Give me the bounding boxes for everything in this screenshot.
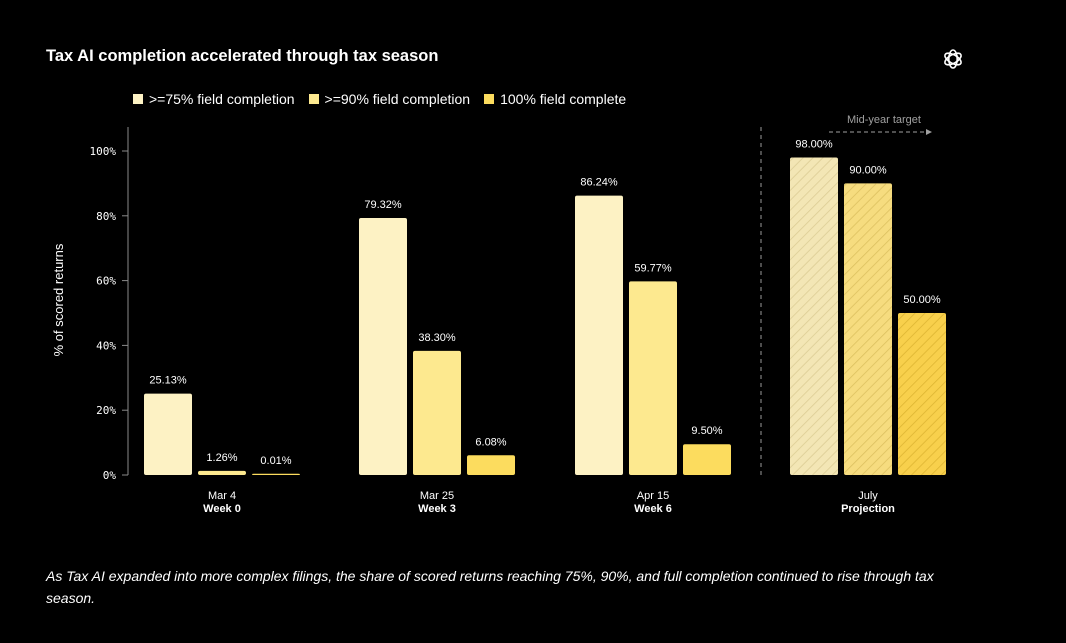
y-axis-label: % of scored returns — [51, 243, 66, 356]
y-tick-label: 100% — [90, 145, 117, 158]
bar-2-1 — [629, 281, 677, 475]
legend-item-75: >=75% field completion — [133, 91, 295, 107]
legend-label-90: >=90% field completion — [324, 91, 471, 107]
openai-logo-icon — [944, 49, 962, 69]
bar-value-label: 90.00% — [849, 164, 887, 176]
legend-item-90: >=90% field completion — [308, 91, 471, 107]
bar-0-0 — [144, 393, 192, 475]
y-tick-label: 20% — [96, 404, 116, 417]
bar-0-2 — [252, 473, 300, 475]
bar-2-2 — [683, 444, 731, 475]
y-tick-label: 60% — [96, 275, 116, 288]
bar-value-label: 98.00% — [795, 138, 833, 150]
legend-swatch-75 — [133, 94, 143, 104]
bar-hatch-3-0 — [790, 157, 838, 476]
bar-value-label: 25.13% — [149, 375, 187, 387]
x-tick-label-week: Projection — [841, 503, 895, 515]
bar-hatch-3-2 — [898, 313, 946, 475]
x-tick-label-week: Week 3 — [418, 503, 456, 515]
bar-value-label: 9.50% — [691, 425, 722, 437]
bar-1-1 — [413, 350, 461, 475]
bar-1-2 — [467, 455, 515, 475]
x-tick-label-date: Mar 25 — [420, 490, 454, 502]
bar-chart: 0% 20% 40% 60% 80% 100% % of scored returns Mid… — [51, 114, 946, 515]
bar-1-0 — [359, 218, 407, 475]
bar-hatch-3-1 — [844, 183, 892, 475]
legend-label-75: >=75% field completion — [149, 91, 295, 107]
legend: >=75% field completion >=90% field compl… — [133, 91, 640, 107]
legend-swatch-90 — [308, 94, 319, 104]
bar-value-label: 50.00% — [903, 294, 941, 306]
bar-value-label: 59.77% — [634, 262, 672, 274]
legend-label-100: 100% field complete — [500, 91, 627, 107]
x-tick-label-date: Apr 15 — [637, 490, 669, 502]
chart-caption: As Tax AI expanded into more complex fil… — [46, 568, 934, 606]
y-tick-label: 80% — [96, 210, 116, 223]
x-tick-label-week: Week 0 — [203, 503, 241, 515]
bar-0-1 — [198, 470, 246, 475]
bar-value-label: 86.24% — [580, 177, 618, 189]
y-tick-label: 0% — [103, 469, 117, 482]
bar-value-label: 38.30% — [418, 332, 456, 344]
bar-value-label: 79.32% — [364, 199, 402, 211]
chart-title: Tax AI completion accelerated through ta… — [46, 47, 439, 65]
bar-value-label: 6.08% — [475, 436, 506, 448]
bar-value-label: 0.01% — [260, 455, 291, 467]
x-tick-label-date: July — [858, 490, 878, 502]
y-tick-label: 40% — [96, 339, 116, 352]
legend-item-100: 100% field complete — [484, 91, 626, 107]
arrow-right-icon — [926, 129, 932, 135]
legend-swatch-100 — [484, 94, 495, 104]
x-tick-label-week: Week 6 — [634, 503, 672, 515]
bar-2-0 — [575, 195, 623, 475]
mid-year-target-label: Mid-year target — [847, 114, 921, 126]
x-tick-label-date: Mar 4 — [208, 490, 236, 502]
bar-value-label: 1.26% — [206, 452, 237, 464]
